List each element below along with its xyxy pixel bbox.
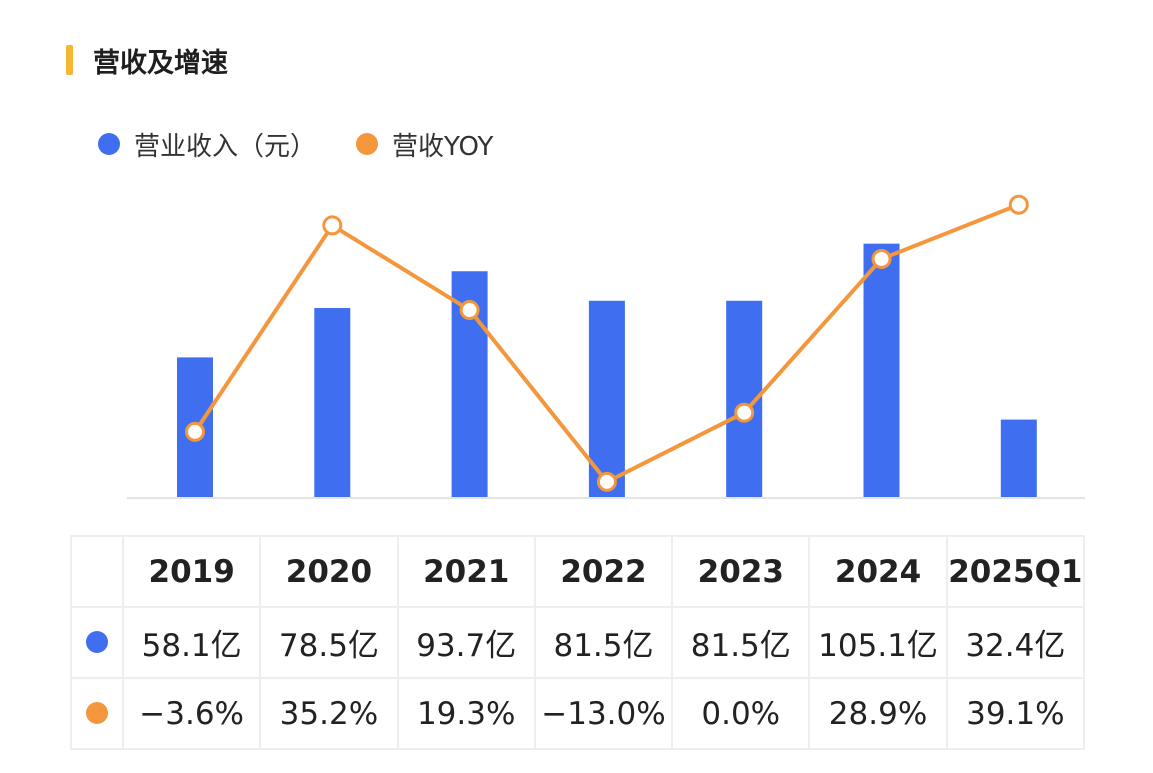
- revenue-cell: 58.1亿: [121, 606, 262, 679]
- legend-item-revenue: 营业收入（元）: [98, 126, 316, 163]
- legend: 营业收入（元） 营收YOY: [98, 124, 533, 164]
- yoy-point: [185, 421, 205, 442]
- year-cell: 2019: [121, 535, 262, 608]
- revenue-row-dot: [86, 630, 108, 653]
- revenue-cell: 32.4亿: [945, 606, 1086, 679]
- yoy-cell: 35.2%: [259, 677, 399, 750]
- revenue-cell: 81.5亿: [533, 606, 674, 679]
- revenue-cell: 78.5亿: [259, 606, 399, 679]
- yoy-line-layer: [185, 194, 1029, 492]
- yoy-cell: 19.3%: [396, 677, 536, 750]
- year-cell: 2024: [808, 535, 948, 608]
- year-cell: 2020: [259, 535, 399, 608]
- revenue-cell: 93.7亿: [396, 606, 536, 679]
- year-cell: 2023: [671, 535, 811, 608]
- table-row-yoy: −3.6% 35.2% 19.3% −13.0% 0.0% 28.9% 39.1…: [70, 677, 1086, 750]
- yoy-marker-cell: [70, 677, 124, 750]
- yoy-row-dot: [86, 701, 108, 724]
- yoy-cell: −13.0%: [533, 677, 674, 750]
- yoy-point: [871, 248, 892, 269]
- year-cell: 2021: [396, 535, 536, 608]
- table-row-revenue: 58.1亿 78.5亿 93.7亿 81.5亿 81.5亿 105.1亿 32.…: [70, 606, 1086, 679]
- yoy-point: [322, 215, 343, 236]
- chart-title-group: 营收及增速: [66, 40, 228, 80]
- legend-dot-yoy: [356, 133, 379, 155]
- legend-label-yoy: 营收YOY: [392, 131, 494, 162]
- yoy-cell: 39.1%: [945, 677, 1086, 750]
- title-accent-bar: [66, 45, 73, 75]
- revenue-cell: 81.5亿: [671, 606, 811, 679]
- yoy-cell: 28.9%: [808, 677, 948, 750]
- revenue-bars: [177, 243, 1037, 498]
- table-row-years: 2019 2020 2021 2022 2023 2024 2025Q1: [70, 535, 1086, 608]
- revenue-bar: [1000, 419, 1037, 498]
- table-corner-cell: [70, 535, 124, 608]
- combo-chart: [127, 194, 1085, 499]
- year-cell: 2025Q1: [945, 535, 1086, 608]
- yoy-point: [1008, 194, 1029, 215]
- yoy-point: [596, 471, 617, 492]
- legend-item-yoy: 营收YOY: [356, 126, 493, 163]
- year-cell: 2022: [533, 535, 674, 608]
- yoy-cell: −3.6%: [121, 677, 262, 750]
- yoy-cell: 0.0%: [671, 677, 811, 750]
- data-table: 2019 2020 2021 2022 2023 2024 2025Q1 58.…: [70, 535, 1086, 750]
- revenue-bar: [863, 243, 900, 498]
- revenue-marker-cell: [70, 606, 124, 679]
- revenue-cell: 105.1亿: [808, 606, 948, 679]
- chart-title: 营收及增速: [93, 47, 228, 79]
- yoy-point: [459, 300, 480, 321]
- legend-label-revenue: 营业收入（元）: [134, 131, 317, 162]
- legend-dot-revenue: [98, 133, 120, 155]
- yoy-point: [734, 402, 755, 423]
- revenue-bar: [314, 308, 351, 498]
